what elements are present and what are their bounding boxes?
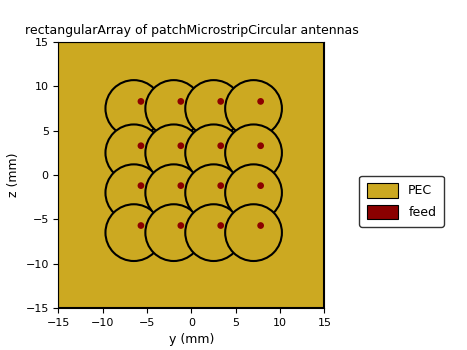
Circle shape [106,164,162,221]
Circle shape [106,125,162,181]
Circle shape [258,143,263,148]
Circle shape [258,223,263,228]
Circle shape [218,223,223,228]
Circle shape [218,99,223,104]
Circle shape [258,183,263,188]
Circle shape [145,125,202,181]
Circle shape [225,204,282,261]
Y-axis label: z (mm): z (mm) [7,153,20,197]
Circle shape [178,99,184,104]
Legend: PEC, feed: PEC, feed [360,176,444,227]
Circle shape [145,204,202,261]
Circle shape [106,204,162,261]
Circle shape [185,164,242,221]
Circle shape [225,125,282,181]
Circle shape [178,183,184,188]
Circle shape [225,80,282,137]
Title: rectangularArray of patchMicrostripCircular antennas: rectangularArray of patchMicrostripCircu… [25,24,358,37]
Circle shape [138,99,143,104]
Circle shape [185,125,242,181]
Circle shape [185,204,242,261]
Circle shape [106,80,162,137]
Circle shape [138,223,143,228]
Circle shape [185,80,242,137]
Circle shape [138,143,143,148]
Circle shape [138,183,143,188]
X-axis label: y (mm): y (mm) [169,333,214,346]
Circle shape [225,164,282,221]
Circle shape [145,80,202,137]
Circle shape [258,99,263,104]
Circle shape [178,223,184,228]
Circle shape [178,143,184,148]
Circle shape [218,143,223,148]
Circle shape [218,183,223,188]
Circle shape [145,164,202,221]
